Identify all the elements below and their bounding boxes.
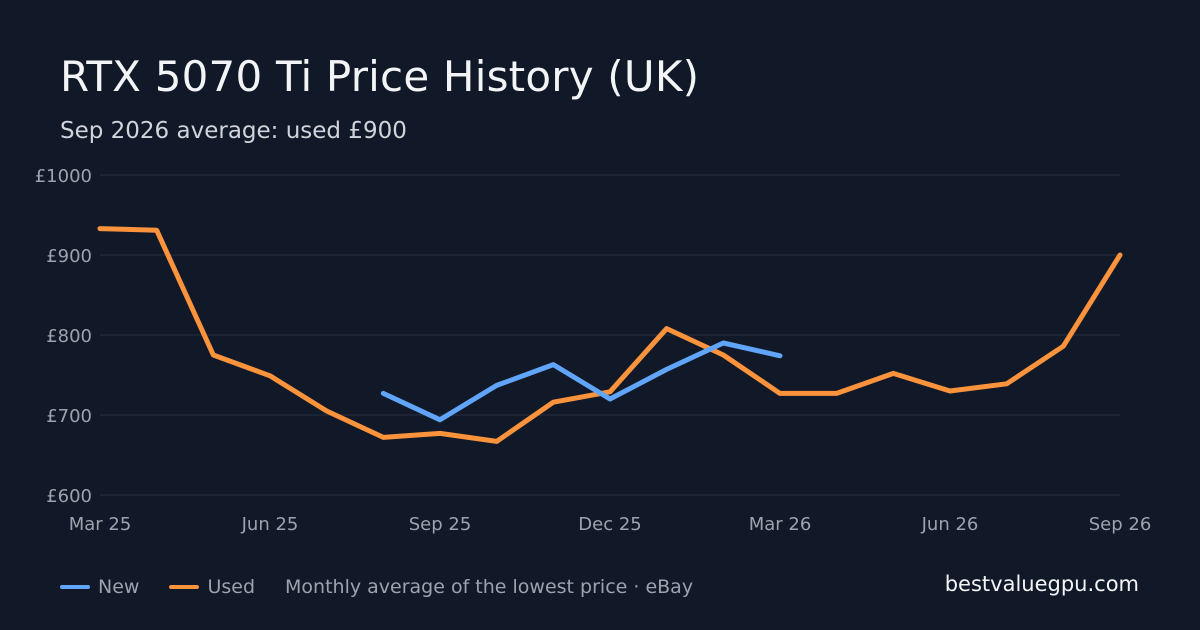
x-tick-label: Dec 25 [578, 514, 641, 535]
legend-swatch-used [169, 585, 200, 589]
chart-title: RTX 5070 Ti Price History (UK) [60, 52, 700, 101]
x-tick-label: Jun 25 [241, 514, 299, 535]
x-axis-tick-labels: Mar 25 Jun 25 Sep 25 Dec 25 Mar 26 Jun 26 Sep … [69, 514, 1152, 535]
site-link[interactable]: bestvaluegpu.com [944, 572, 1139, 596]
x-tick-label: Mar 26 [749, 514, 812, 535]
gridlines [100, 174, 1120, 496]
y-tick-label: £900 [46, 246, 92, 267]
chart-footer: New Used Monthly average of the lowest p… [60, 573, 693, 601]
x-tick-label: Jun 26 [921, 514, 979, 535]
y-axis-tick-labels: £600 £700 £800 £900 £1000 [35, 166, 92, 507]
x-tick-label: Mar 25 [69, 514, 132, 535]
legend-item-new[interactable]: New [60, 576, 139, 598]
series-line-new [380, 340, 783, 423]
y-tick-label: £600 [46, 486, 92, 507]
y-tick-label: £800 [46, 326, 92, 347]
x-tick-label: Sep 26 [1089, 514, 1152, 535]
series-lines [97, 226, 1123, 444]
legend-item-used[interactable]: Used [169, 576, 255, 598]
source-note: Monthly average of the lowest price · eB… [285, 576, 694, 598]
legend-swatch-new [60, 585, 90, 589]
legend-label-used: Used [207, 576, 256, 598]
series-line-used [97, 226, 1123, 444]
y-tick-label: £1000 [35, 166, 92, 187]
x-tick-label: Sep 25 [409, 514, 472, 535]
y-tick-label: £700 [46, 406, 92, 427]
legend-label-new: New [98, 576, 140, 598]
chart-subtitle: Sep 2026 average: used £900 [60, 118, 407, 144]
